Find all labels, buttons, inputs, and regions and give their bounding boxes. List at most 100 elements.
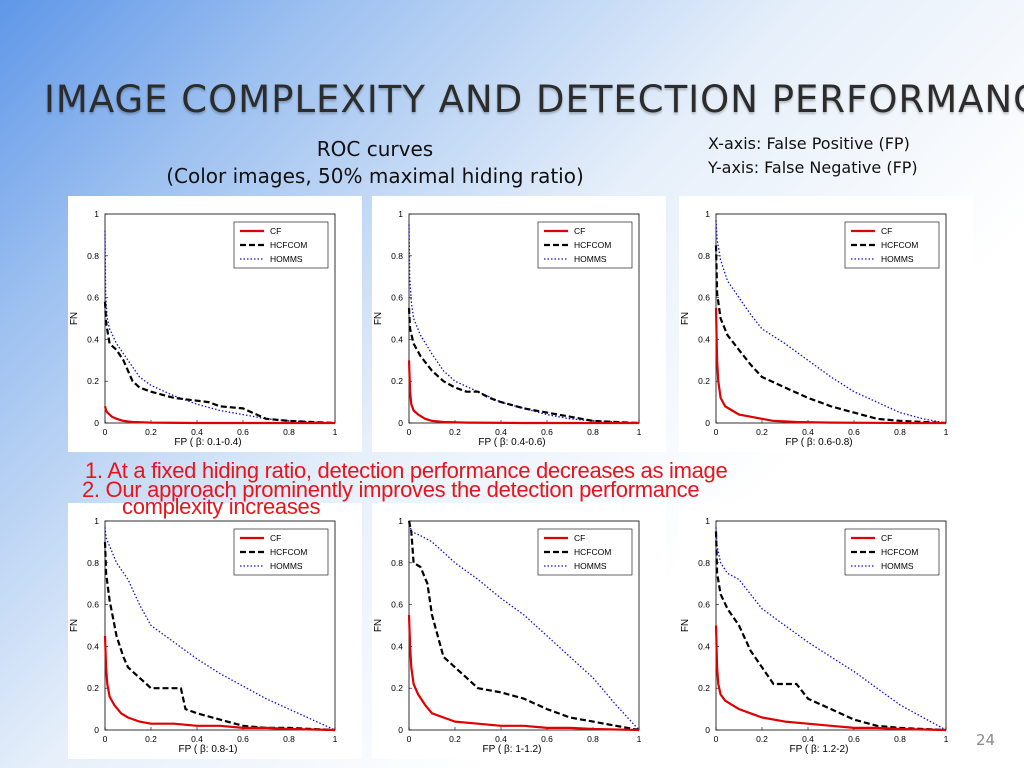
roc-heading-line2: (Color images, 50% maximal hiding ratio) [166, 164, 584, 188]
y-tick-label: 0.4 [391, 641, 403, 651]
y-tick-label: 0 [705, 418, 710, 428]
legend-label-homms: HOMMS [270, 254, 303, 264]
roc-heading: ROC curves (Color images, 50% maximal hi… [120, 136, 630, 190]
y-tick-label: 0 [94, 725, 99, 735]
legend-label-cf: CF [574, 533, 585, 543]
x-tick-label: 1 [637, 734, 642, 744]
x-tick-label: 0.2 [145, 734, 157, 744]
series-homms-line [715, 527, 947, 731]
legend-label-homms: HOMMS [574, 254, 607, 264]
y-tick-label: 0.8 [87, 251, 99, 261]
chart-svg: 0 0.2 0.4 0.6 0.8 1 0 0.2 0.4 0.6 0.8 1 FP ( β: 0.6-… [680, 209, 949, 448]
series-hcfcom-line [714, 245, 947, 425]
yaxis-info: Y-axis: False Negative (FP) [708, 158, 918, 177]
x-tick-label: 0 [407, 427, 412, 437]
y-tick-label: 0 [398, 725, 403, 735]
chart-svg: 0 0.2 0.4 0.6 0.8 1 0 0.2 0.4 0.6 0.8 1 FP ( β: 0.4-… [373, 209, 642, 448]
y-tick-label: 0.2 [87, 683, 99, 693]
y-tick-label: 1 [705, 516, 710, 526]
chart-svg: 0 0.2 0.4 0.6 0.8 1 0 0.2 0.4 0.6 0.8 1 FP ( β: 0.8-… [69, 516, 338, 755]
legend-label-hcfcom: HCFCOM [270, 547, 307, 557]
y-tick-label: 0.6 [87, 293, 99, 303]
x-tick-label: 0 [103, 427, 108, 437]
x-tick-label: 0 [103, 734, 108, 744]
chart-svg: 0 0.2 0.4 0.6 0.8 1 0 0.2 0.4 0.6 0.8 1 FP ( β: 0.1-… [69, 209, 338, 448]
x-axis-label: FP ( β: 1.2-2) [790, 744, 849, 755]
finding-1-line1: 1. At a fixed hiding ratio, detection pe… [85, 458, 728, 483]
xaxis-info: X-axis: False Positive (FP) [708, 134, 910, 153]
y-tick-label: 0.4 [698, 334, 710, 344]
x-axis-label: FP ( β: 0.4-0.6) [478, 437, 545, 448]
y-tick-label: 0.2 [698, 376, 710, 386]
x-axis-label: FP ( β: 1-1.2) [483, 744, 542, 755]
y-tick-label: 0.2 [87, 376, 99, 386]
y-tick-label: 0.6 [87, 600, 99, 610]
legend-box [233, 528, 329, 576]
x-tick-label: 0.4 [802, 734, 814, 744]
y-axis-label: FN [373, 619, 384, 632]
roc-chart-6: 0 0.2 0.4 0.6 0.8 1 0 0.2 0.4 0.6 0.8 1 FP ( β: 1.2-… [679, 503, 973, 759]
roc-chart-4: 0 0.2 0.4 0.6 0.8 1 0 0.2 0.4 0.6 0.8 1 FP ( β: 0.8-… [68, 503, 362, 759]
y-tick-label: 0.4 [87, 334, 99, 344]
y-axis-label: FN [69, 619, 80, 632]
legend-label-homms: HOMMS [881, 254, 914, 264]
x-axis-label: FP ( β: 0.1-0.4) [174, 437, 241, 448]
legend-label-homms: HOMMS [574, 561, 607, 571]
x-tick-label: 1 [333, 427, 338, 437]
y-axis-label: FN [680, 312, 691, 325]
x-tick-label: 0.2 [756, 734, 768, 744]
legend-label-homms: HOMMS [270, 561, 303, 571]
series-hcfcom-line [407, 520, 640, 732]
x-tick-label: 0.8 [894, 734, 906, 744]
x-tick-label: 0 [714, 427, 719, 437]
x-tick-label: 1 [944, 427, 949, 437]
x-tick-label: 0.2 [145, 427, 157, 437]
y-tick-label: 0.4 [698, 641, 710, 651]
y-axis-label: FN [69, 312, 80, 325]
legend-label-hcfcom: HCFCOM [881, 547, 918, 557]
page-number: 24 [976, 731, 996, 749]
roc-chart-2: 0 0.2 0.4 0.6 0.8 1 0 0.2 0.4 0.6 0.8 1 FP ( β: 0.4-… [372, 196, 666, 452]
plot-frame [104, 520, 336, 731]
roc-chart-5: 0 0.2 0.4 0.6 0.8 1 0 0.2 0.4 0.6 0.8 1 FP ( β: 1-1.… [372, 503, 666, 759]
x-tick-label: 0.6 [237, 427, 249, 437]
y-tick-label: 0.8 [698, 251, 710, 261]
series-cf-line [714, 625, 947, 732]
x-tick-label: 0.2 [449, 734, 461, 744]
slide-title: IMAGE COMPLEXITY AND DETECTION PERFORMAN… [44, 78, 1024, 121]
legend-label-cf: CF [574, 226, 585, 236]
x-axis-label: FP ( β: 0.6-0.8) [785, 437, 852, 448]
x-tick-label: 1 [333, 734, 338, 744]
y-axis-label: FN [373, 312, 384, 325]
y-axis-label: FN [680, 619, 691, 632]
series-cf-line [714, 307, 946, 425]
legend-label-cf: CF [270, 533, 281, 543]
legend-label-hcfcom: HCFCOM [574, 547, 611, 557]
y-tick-label: 0.8 [391, 558, 403, 568]
x-tick-label: 0 [407, 734, 412, 744]
series-hcfcom-line [407, 307, 640, 425]
series-hcfcom-line [714, 531, 947, 732]
series-hcfcom-line [103, 301, 336, 425]
roc-heading-line1: ROC curves [316, 137, 434, 161]
y-tick-label: 1 [398, 209, 403, 219]
x-tick-label: 1 [944, 734, 949, 744]
chart-svg: 0 0.2 0.4 0.6 0.8 1 0 0.2 0.4 0.6 0.8 1 FP ( β: 1-1.… [373, 516, 642, 755]
y-tick-label: 0.8 [87, 558, 99, 568]
roc-chart-1: 0 0.2 0.4 0.6 0.8 1 0 0.2 0.4 0.6 0.8 1 FP ( β: 0.1-… [68, 196, 362, 452]
x-tick-label: 0.8 [283, 427, 295, 437]
y-tick-label: 1 [705, 209, 710, 219]
legend-label-hcfcom: HCFCOM [270, 240, 307, 250]
x-tick-label: 0.8 [587, 427, 599, 437]
x-tick-label: 0.6 [541, 427, 553, 437]
x-tick-label: 0.6 [541, 734, 553, 744]
x-tick-label: 0.4 [191, 734, 203, 744]
y-tick-label: 1 [398, 516, 403, 526]
y-tick-label: 0.2 [698, 683, 710, 693]
y-tick-label: 0.6 [698, 293, 710, 303]
x-tick-label: 0.4 [495, 427, 507, 437]
x-tick-label: 0.6 [848, 427, 860, 437]
x-tick-label: 0.8 [283, 734, 295, 744]
x-tick-label: 1 [637, 427, 642, 437]
legend-label-cf: CF [881, 533, 892, 543]
